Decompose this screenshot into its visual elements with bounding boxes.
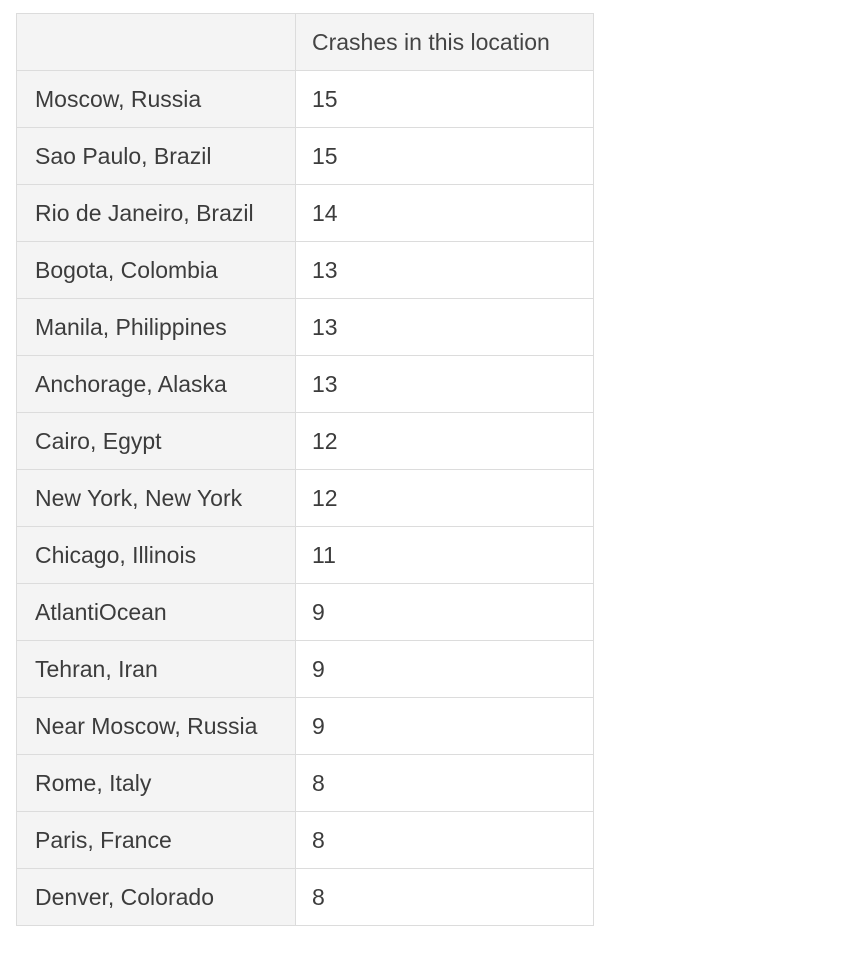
table-row: Chicago, Illinois 11 bbox=[16, 526, 594, 584]
location-cell: Anchorage, Alaska bbox=[16, 355, 296, 413]
crash-count-cell: 15 bbox=[295, 127, 594, 185]
crash-count-cell: 12 bbox=[295, 469, 594, 527]
crash-count-cell: 13 bbox=[295, 298, 594, 356]
location-cell: Sao Paulo, Brazil bbox=[16, 127, 296, 185]
table-row: Tehran, Iran 9 bbox=[16, 640, 594, 698]
crashes-column-header: Crashes in this location bbox=[295, 13, 594, 71]
location-cell: Near Moscow, Russia bbox=[16, 697, 296, 755]
table-row: Anchorage, Alaska 13 bbox=[16, 355, 594, 413]
location-cell: Moscow, Russia bbox=[16, 70, 296, 128]
table-row: Moscow, Russia 15 bbox=[16, 70, 594, 128]
crash-count-cell: 12 bbox=[295, 412, 594, 470]
table-row: AtlantiOcean 9 bbox=[16, 583, 594, 641]
crash-count-cell: 8 bbox=[295, 754, 594, 812]
crash-count-cell: 11 bbox=[295, 526, 594, 584]
table-row: Paris, France 8 bbox=[16, 811, 594, 869]
table-row: New York, New York 12 bbox=[16, 469, 594, 527]
crashes-table: Crashes in this location Moscow, Russia 1… bbox=[16, 13, 594, 926]
crash-count-cell: 9 bbox=[295, 583, 594, 641]
table-row: Cairo, Egypt 12 bbox=[16, 412, 594, 470]
table-row: Sao Paulo, Brazil 15 bbox=[16, 127, 594, 185]
table-row: Bogota, Colombia 13 bbox=[16, 241, 594, 299]
corner-header-cell bbox=[16, 13, 296, 71]
crash-count-cell: 8 bbox=[295, 868, 594, 926]
crash-count-cell: 14 bbox=[295, 184, 594, 242]
crash-count-cell: 9 bbox=[295, 640, 594, 698]
table-row: Rome, Italy 8 bbox=[16, 754, 594, 812]
location-cell: Bogota, Colombia bbox=[16, 241, 296, 299]
table-row: Near Moscow, Russia 9 bbox=[16, 697, 594, 755]
location-cell: Rome, Italy bbox=[16, 754, 296, 812]
crash-count-cell: 15 bbox=[295, 70, 594, 128]
header-row: Crashes in this location bbox=[16, 13, 594, 71]
table-row: Denver, Colorado 8 bbox=[16, 868, 594, 926]
crash-count-cell: 13 bbox=[295, 241, 594, 299]
table-row: Manila, Philippines 13 bbox=[16, 298, 594, 356]
location-cell: Paris, France bbox=[16, 811, 296, 869]
location-cell: New York, New York bbox=[16, 469, 296, 527]
crash-count-cell: 13 bbox=[295, 355, 594, 413]
location-cell: Rio de Janeiro, Brazil bbox=[16, 184, 296, 242]
table-body: Moscow, Russia 15 Sao Paulo, Brazil 15 Rio d… bbox=[16, 70, 594, 926]
table-row: Rio de Janeiro, Brazil 14 bbox=[16, 184, 594, 242]
location-cell: Cairo, Egypt bbox=[16, 412, 296, 470]
crash-count-cell: 8 bbox=[295, 811, 594, 869]
location-cell: Manila, Philippines bbox=[16, 298, 296, 356]
location-cell: Chicago, Illinois bbox=[16, 526, 296, 584]
crash-count-cell: 9 bbox=[295, 697, 594, 755]
location-cell: Denver, Colorado bbox=[16, 868, 296, 926]
location-cell: Tehran, Iran bbox=[16, 640, 296, 698]
location-cell: AtlantiOcean bbox=[16, 583, 296, 641]
table-header: Crashes in this location bbox=[16, 13, 594, 71]
